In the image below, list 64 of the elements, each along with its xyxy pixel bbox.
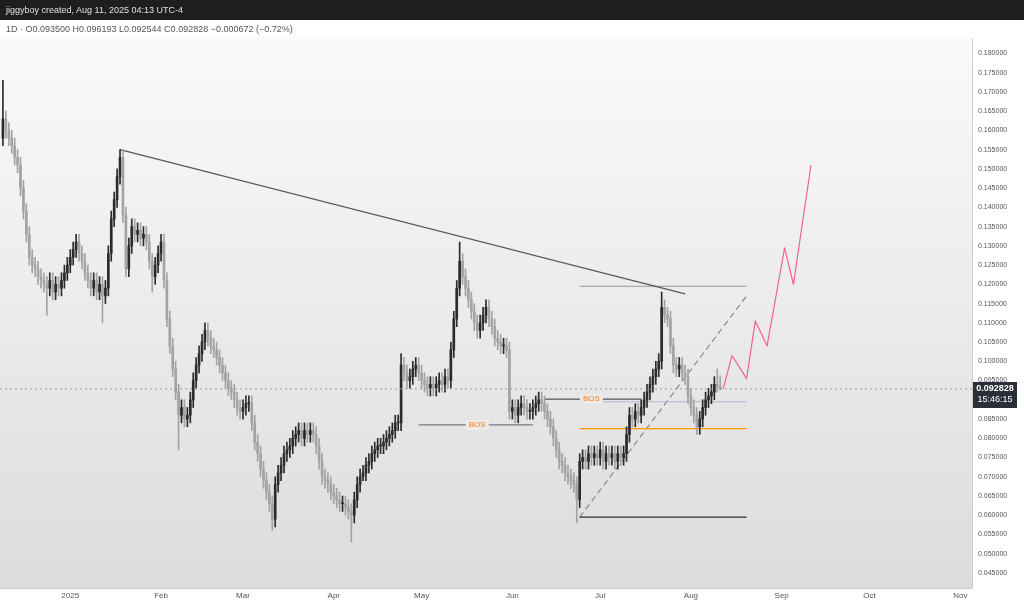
- x-tick-label: Jun: [505, 591, 519, 601]
- candlestick: [101, 276, 104, 324]
- candlestick: [431, 376, 435, 397]
- candlestick: [590, 445, 593, 466]
- candlestick: [677, 357, 681, 378]
- x-tick-label: Feb: [154, 591, 169, 601]
- x-tick-label: Sep: [774, 591, 790, 601]
- candlestick: [499, 334, 502, 354]
- candlestick: [511, 399, 514, 420]
- candlestick: [95, 272, 98, 301]
- x-tick-label: Apr: [327, 591, 341, 601]
- candlestick: [300, 422, 303, 447]
- candlestick: [636, 403, 640, 424]
- chart-subtitle: 1D · O0.093500 H0.096193 L0.092544 C0.092828 −0.000672 (−0.72%): [6, 24, 293, 34]
- x-tick-label: Mar: [236, 591, 251, 601]
- candlestick: [619, 445, 623, 466]
- x-tick-label: Nov: [953, 591, 968, 601]
- candlestick: [297, 422, 300, 443]
- candlestick: [534, 395, 538, 416]
- candlestick: [57, 276, 60, 297]
- candlestick: [344, 495, 347, 516]
- chart-title: jiggyboy created, Aug 11, 2025 04:13 UTC-4: [0, 0, 1024, 20]
- x-tick-label: May: [414, 591, 430, 601]
- candlestick: [341, 495, 344, 512]
- candlestick: [309, 422, 312, 443]
- candlestick: [633, 403, 637, 428]
- candlestick: [663, 299, 666, 324]
- candlestick: [335, 488, 339, 508]
- candlestick: [593, 445, 596, 466]
- candlestick: [429, 376, 432, 397]
- candlestick: [350, 503, 353, 543]
- candlestick: [92, 272, 96, 297]
- candlestick: [385, 430, 388, 451]
- candlestick: [338, 491, 341, 512]
- candlestick: [183, 399, 186, 428]
- candlestick: [136, 222, 139, 243]
- candlestick: [537, 391, 541, 412]
- candlestick: [180, 399, 183, 424]
- candlestick: [98, 276, 101, 301]
- candlestick: [382, 434, 385, 455]
- candlestick: [587, 445, 590, 470]
- candlestick: [306, 422, 309, 443]
- candlestick: [713, 376, 716, 401]
- candlestick: [528, 403, 532, 420]
- candlestick: [578, 453, 582, 508]
- x-tick-label: Jul: [595, 591, 606, 601]
- candlestick: [584, 449, 587, 470]
- candlestick: [595, 445, 599, 466]
- ref-line-label: 0.092828: [976, 383, 1014, 394]
- candlestick: [142, 226, 145, 247]
- candlestick: [139, 222, 142, 247]
- x-tick-label: 2025: [61, 591, 80, 601]
- candlestick: [631, 407, 634, 428]
- annotation: BOS: [468, 420, 486, 430]
- candlestick: [388, 426, 391, 447]
- candlestick: [426, 376, 429, 397]
- candlestick: [247, 395, 251, 412]
- candlestick: [54, 276, 57, 301]
- text: 15:46:15: [977, 394, 1013, 405]
- candlestick: [508, 341, 511, 420]
- x-tick-label: Oct: [863, 591, 877, 601]
- candlestick: [303, 422, 306, 447]
- annotation: BOS: [582, 394, 600, 404]
- x-tick-label: Aug: [683, 591, 699, 601]
